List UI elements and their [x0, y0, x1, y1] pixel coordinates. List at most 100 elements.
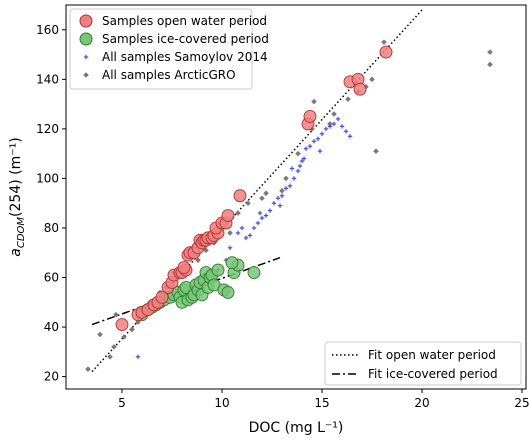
open-water-point: [233, 189, 247, 203]
y-tick-label: 60: [44, 271, 59, 285]
samoylov-point: [343, 129, 349, 134]
samoylov-point: [291, 176, 297, 181]
legend-samples: Samples open water period Samples ice-co…: [69, 8, 269, 90]
samoylov-point: [335, 116, 341, 122]
arcticgro-point: [311, 98, 317, 105]
arcticgro-point: [259, 195, 265, 202]
legend-samoylov-marker: [83, 54, 89, 60]
y-tick-label: 120: [36, 122, 59, 136]
samoylov-point: [301, 156, 307, 161]
arcticgro-point: [85, 366, 91, 372]
ice-covered-point: [247, 266, 261, 280]
open-water-point: [221, 209, 235, 223]
legend-arcticgro-label: All samples ArcticGRO: [102, 68, 236, 82]
open-water-point: [379, 45, 393, 59]
legend-fit-open-water-label: Fit open water period: [368, 348, 496, 362]
legend-arcticgro-marker: [83, 72, 89, 78]
x-tick-label: 25: [514, 396, 529, 410]
x-tick-label: 5: [118, 396, 126, 410]
legend-open-water-label: Samples open water period: [102, 14, 267, 28]
samoylov-point: [319, 131, 325, 137]
y-axis-title: aCDOM(254) (m⁻¹): [8, 137, 27, 256]
samoylov-point: [287, 183, 293, 189]
arcticgro-point: [235, 210, 241, 216]
samoylov-point: [347, 134, 353, 139]
samoylov-point: [283, 186, 289, 191]
samoylov-point: [235, 230, 241, 236]
open-water-point: [303, 110, 317, 123]
legend-fits: Fit open water period Fit ice-covered pe…: [324, 341, 522, 386]
arcticgro-point: [331, 111, 337, 117]
arcticgro-point: [381, 39, 387, 45]
y-tick-label: 100: [36, 171, 59, 185]
samoylov-point: [295, 168, 301, 174]
samoylov-point: [255, 220, 261, 226]
y-axis-title-rest: (254) (m⁻¹): [8, 137, 24, 217]
axis-ticks: 5 10 15 20 25 20 40 60 80 100 120 140 160: [36, 23, 530, 410]
open-water-point: [155, 290, 169, 304]
arcticgro-point: [263, 190, 269, 197]
data-points: [85, 39, 493, 372]
samoylov-point: [257, 210, 263, 216]
legend-samples-box: [69, 8, 253, 90]
y-axis-title-subscript: CDOM: [16, 217, 27, 249]
ice-covered-point: [221, 285, 235, 299]
samoylov-point: [247, 233, 253, 238]
legend-ice-covered-label: Samples ice-covered period: [102, 32, 269, 46]
arcticgro-point: [195, 257, 201, 263]
samoylov-point: [277, 203, 283, 208]
samoylov-point: [263, 213, 269, 218]
samoylov-point: [251, 225, 257, 231]
arcticgro-point: [345, 96, 351, 102]
arcticgro-point: [97, 331, 103, 338]
arcticgro-point: [129, 326, 135, 333]
legend-open-water-marker: [79, 14, 93, 28]
samoylov-point: [299, 158, 305, 164]
x-tick-label: 20: [414, 396, 429, 410]
samoylov-point: [227, 245, 233, 250]
y-tick-label: 80: [44, 221, 59, 235]
arcticgro-point: [107, 353, 113, 360]
open-water-point: [115, 318, 129, 332]
samoylov-point: [339, 124, 345, 129]
x-axis-title: DOC (mg L⁻¹): [249, 420, 344, 436]
samoylov-point: [275, 196, 281, 201]
ice-covered-point: [211, 263, 225, 277]
y-tick-label: 140: [36, 72, 59, 86]
fit-line-open-water: [91, 9, 423, 373]
samoylov-point: [271, 200, 277, 206]
samoylov-point: [267, 208, 273, 213]
samoylov-point: [303, 146, 309, 151]
legend-ice-covered-marker: [79, 32, 93, 46]
arcticgro-point: [373, 148, 379, 154]
samoylov-point: [279, 193, 285, 198]
open-water-point: [353, 82, 367, 96]
arcticgro-point: [487, 61, 493, 68]
legend-fits-box: [324, 341, 522, 386]
samoylov-point: [307, 144, 313, 149]
samoylov-point: [315, 136, 321, 141]
x-tick-label: 10: [214, 396, 229, 410]
arcticgro-point: [113, 311, 119, 318]
samoylov-point: [289, 166, 295, 171]
plot-area-frame: [65, 4, 527, 390]
arcticgro-point: [121, 334, 127, 340]
arcticgro-point: [295, 150, 301, 157]
arcticgro-point: [111, 344, 117, 350]
open-water-point: [177, 261, 191, 275]
arcticgro-point: [279, 188, 285, 194]
legend-samoylov-label: All samples Samoylov 2014: [102, 50, 268, 64]
legend-fit-ice-covered-label: Fit ice-covered period: [368, 367, 498, 381]
arcticgro-point: [327, 121, 333, 127]
y-tick-label: 160: [36, 23, 59, 37]
samoylov-point: [297, 163, 303, 169]
arcticgro-point: [487, 49, 493, 55]
samoylov-point: [311, 139, 317, 144]
samoylov-point: [331, 121, 337, 127]
samoylov-point: [239, 225, 245, 231]
samoylov-point: [317, 148, 323, 154]
arcticgro-point: [245, 200, 251, 206]
y-tick-label: 20: [44, 370, 59, 384]
samoylov-point: [327, 124, 333, 129]
